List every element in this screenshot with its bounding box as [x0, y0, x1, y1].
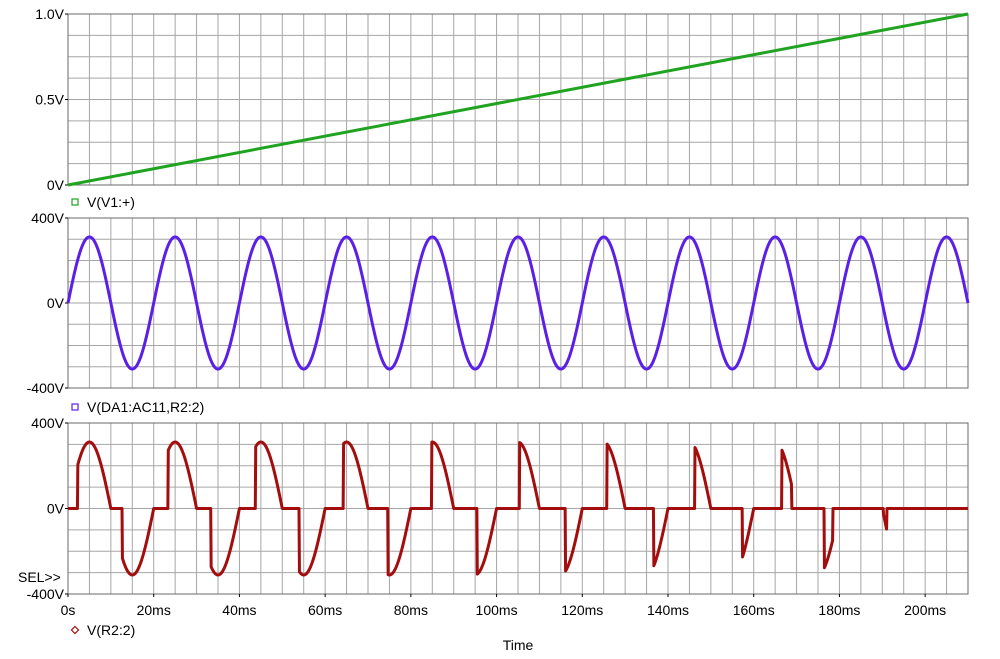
panel-1: 1.0V 0.5V 0V V(V1:+): [35, 6, 969, 210]
series-line: [67, 12, 969, 187]
x-tick-label: 120ms: [561, 602, 603, 618]
legend-marker: [70, 625, 80, 635]
x-tick-label: 140ms: [647, 602, 689, 618]
y-tick-label: -400V: [27, 586, 65, 602]
grid-lines: [68, 218, 968, 388]
y-tick-label: 1.0V: [35, 6, 64, 22]
series-line: [66, 440, 970, 577]
panel-3: 400V 0V -400V V(R2:2) SEL>>: [18, 415, 970, 638]
x-tick-label: 40ms: [222, 602, 256, 618]
y-tick-label: 0V: [47, 501, 65, 517]
y-tick-label: 0.5V: [35, 92, 64, 108]
y-tick-label: 0V: [47, 295, 65, 311]
selector-label: SEL>>: [18, 569, 61, 585]
x-tick-label: 180ms: [818, 602, 860, 618]
legend-label: V(R2:2): [87, 622, 135, 638]
x-tick-label: 80ms: [394, 602, 428, 618]
series-line: [66, 235, 970, 371]
y-tick-label: 0V: [47, 177, 65, 193]
x-tick-label: 0s: [61, 602, 76, 618]
y-tick-label: -400V: [27, 380, 65, 396]
y-tick-label: 400V: [31, 210, 64, 226]
x-tick-label: 200ms: [904, 602, 946, 618]
x-tick-label: 160ms: [733, 602, 775, 618]
grid-lines: [68, 14, 968, 185]
legend-label: V(DA1:AC11,R2:2): [87, 399, 204, 415]
legend-marker: [71, 198, 79, 206]
x-axis-title: Time: [503, 637, 534, 653]
x-tick-label: 100ms: [476, 602, 518, 618]
legend-marker: [71, 403, 79, 411]
panel-2: 400V 0V -400V V(DA1:AC11,R2:2): [27, 210, 970, 415]
x-tick-label: 60ms: [308, 602, 342, 618]
y-tick-label: 400V: [31, 415, 64, 431]
x-tick-label: 20ms: [137, 602, 171, 618]
legend-label: V(V1:+): [87, 194, 135, 210]
